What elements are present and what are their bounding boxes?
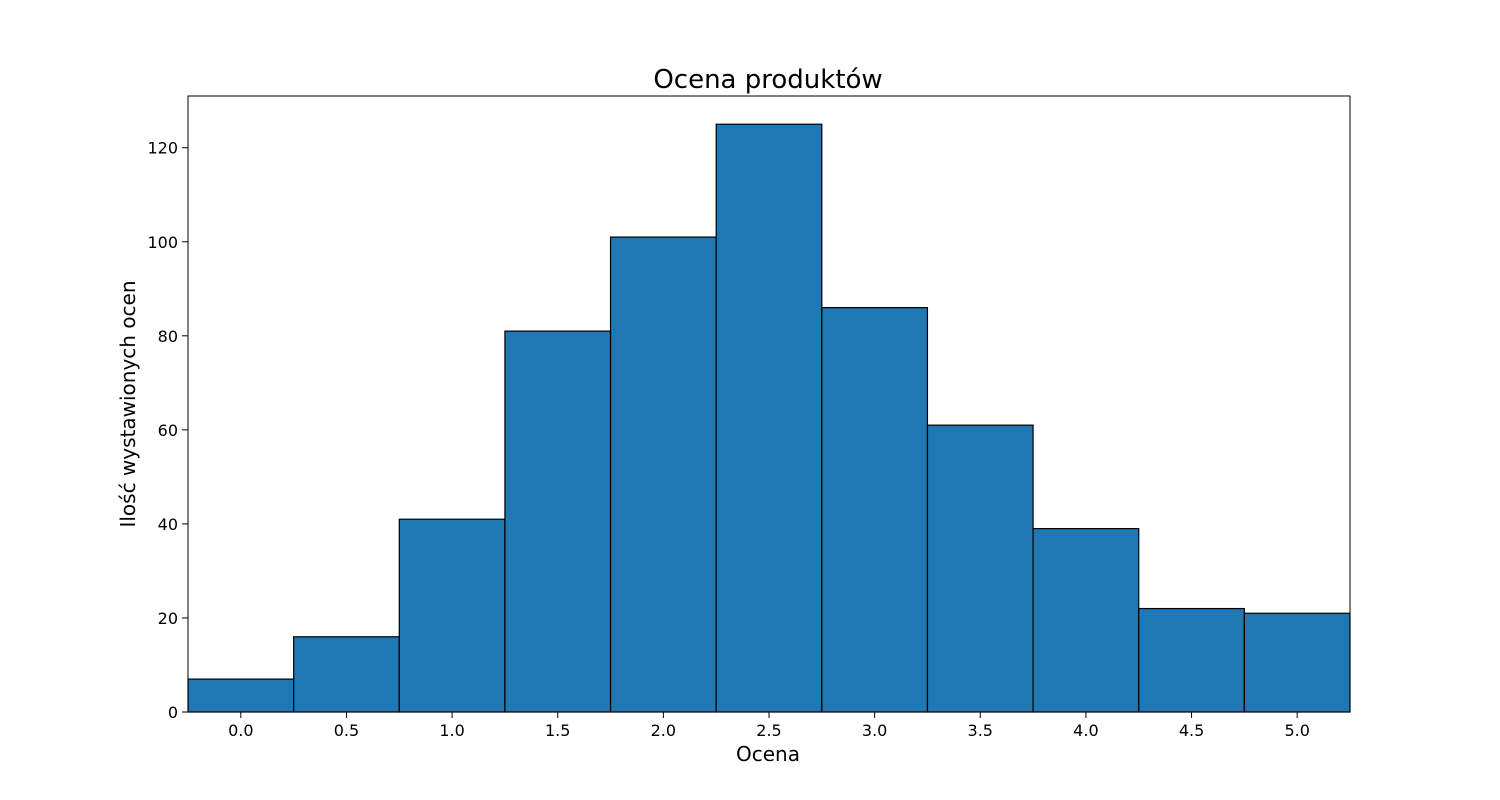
x-tick-label: 1.5 (545, 721, 570, 740)
y-axis-label: Ilość wystawionych ocen (116, 280, 140, 527)
y-tick-label: 120 (147, 139, 178, 158)
histogram-bar (1243, 612, 1351, 713)
histogram-bar (821, 307, 929, 713)
x-tick-label: 2.5 (756, 721, 781, 740)
y-tick-label: 0 (168, 703, 178, 722)
histogram-bar (187, 678, 295, 713)
y-tick-label: 40 (158, 515, 178, 534)
histogram-bar (504, 330, 612, 713)
histogram-bar (1032, 528, 1140, 713)
x-tick-label: 4.0 (1073, 721, 1098, 740)
x-tick-label: 4.5 (1179, 721, 1204, 740)
histogram-bar (1138, 607, 1245, 713)
y-axis-ticks: 0 20 40 60 80 100 120 (147, 139, 188, 722)
y-tick-label: 100 (147, 233, 178, 252)
histogram-bar (715, 123, 823, 713)
chart-title: Ocena produktów (653, 65, 882, 95)
x-axis-ticks: 0.0 0.5 1.0 1.5 2.0 2.5 3.0 3.5 4.0 4.5 5.0 (228, 712, 1310, 740)
x-tick-label: 3.5 (968, 721, 993, 740)
y-tick-label: 80 (158, 327, 178, 346)
bars-group (187, 123, 1351, 713)
plot-area-frame (187, 95, 1351, 713)
y-tick-label: 60 (158, 421, 178, 440)
x-tick-label: 3.0 (862, 721, 887, 740)
x-tick-label: 5.0 (1284, 721, 1309, 740)
x-axis-label: Ocena (736, 742, 800, 766)
x-tick-label: 2.0 (651, 721, 676, 740)
y-tick-label: 20 (158, 609, 178, 628)
histogram-bar (609, 236, 717, 713)
histogram-bar (926, 424, 1034, 713)
histogram-bar (293, 636, 400, 713)
x-tick-label: 0.5 (334, 721, 359, 740)
x-tick-label: 0.0 (228, 721, 253, 740)
x-tick-label: 1.0 (439, 721, 464, 740)
histogram-bar (398, 518, 506, 713)
